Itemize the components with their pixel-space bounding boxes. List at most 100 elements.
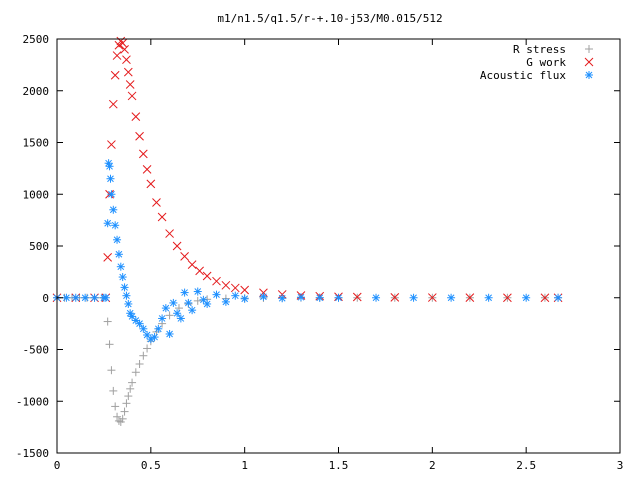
data-point [554, 293, 563, 302]
data-point [131, 112, 141, 121]
chart-title: m1/n1.5/q1.5/r-+.10-j53/M0.015/512 [217, 12, 442, 25]
data-point [124, 299, 133, 308]
data-point [540, 293, 550, 303]
data-point [118, 38, 128, 48]
data-point [120, 407, 129, 416]
data-point [142, 165, 152, 174]
data-point [122, 55, 131, 65]
data-point [334, 293, 343, 302]
data-point [259, 292, 268, 301]
data-point [203, 299, 212, 308]
data-point [114, 250, 123, 259]
data-point [172, 241, 182, 251]
data-point [113, 412, 122, 421]
data-point [230, 283, 240, 293]
y-tick-label: 2000 [23, 85, 50, 98]
data-point [139, 351, 148, 360]
ticks-layer: 0 0.5 1 1.5 2 2.5 3 -1500 -1000 -500 0 500 1000 1500 2… [16, 33, 623, 472]
data-point [116, 262, 125, 271]
y-tick-label: 1500 [23, 137, 50, 150]
data-point [173, 309, 182, 318]
data-point [157, 212, 167, 222]
data-point [109, 205, 118, 214]
data-point [187, 260, 197, 269]
legend-label: R stress [513, 43, 566, 56]
series-layer [52, 36, 563, 426]
data-point [108, 99, 118, 109]
legend-marker [584, 57, 594, 67]
data-point [240, 285, 250, 295]
data-point [113, 235, 122, 244]
x-tick-label: 0.5 [141, 459, 161, 472]
y-tick-label: -1500 [16, 447, 49, 460]
data-point [109, 386, 118, 395]
data-point [240, 294, 249, 303]
data-point [154, 324, 163, 333]
data-point [135, 131, 144, 141]
data-point [353, 293, 362, 302]
data-point [161, 304, 170, 313]
data-point [101, 293, 110, 302]
data-point [122, 291, 131, 300]
data-point [112, 51, 122, 60]
data-point [126, 384, 135, 393]
data-point [193, 287, 202, 296]
data-point [212, 276, 221, 286]
data-point [118, 414, 127, 423]
data-point [212, 290, 221, 299]
y-tick-label: -500 [23, 344, 50, 357]
data-point [127, 91, 137, 101]
data-point [296, 293, 305, 302]
data-point [125, 80, 135, 89]
data-point [123, 67, 133, 77]
data-point [118, 273, 127, 282]
data-point [107, 140, 116, 149]
data-point [135, 319, 144, 328]
data-point [107, 190, 116, 199]
y-tick-label: 1000 [23, 188, 50, 201]
y-tick-label: 2500 [23, 33, 50, 46]
data-point [193, 296, 202, 305]
data-point [111, 221, 120, 230]
legend-marker [585, 71, 593, 79]
data-point [120, 44, 129, 54]
y-tick-label: -1000 [16, 395, 49, 408]
y-tick-label: 0 [42, 292, 49, 305]
data-point [143, 344, 152, 353]
data-point [372, 293, 381, 302]
data-point [150, 333, 159, 342]
data-point [176, 314, 185, 323]
x-tick-label: 1.5 [329, 459, 349, 472]
data-point [103, 317, 112, 326]
x-tick-label: 0 [54, 459, 61, 472]
data-point [131, 368, 140, 377]
data-point [120, 283, 129, 292]
legend-marker [585, 45, 593, 53]
data-point [465, 293, 475, 303]
data-point [135, 359, 144, 368]
data-point [202, 271, 212, 281]
data-point [146, 179, 156, 189]
data-point [124, 392, 133, 401]
data-point [158, 314, 167, 323]
data-point [165, 229, 174, 238]
data-point [114, 416, 123, 425]
data-point [221, 297, 230, 306]
data-point [188, 306, 197, 315]
data-point [169, 298, 178, 307]
data-point [152, 198, 161, 207]
data-point [231, 291, 240, 300]
data-point [128, 378, 137, 387]
data-point [278, 294, 287, 303]
data-point [105, 162, 114, 171]
data-point [427, 293, 437, 302]
legend-label: Acoustic flux [480, 69, 566, 82]
data-point [106, 174, 115, 183]
data-point [165, 311, 174, 320]
data-point [103, 253, 113, 262]
data-point [90, 293, 99, 302]
data-point [522, 293, 531, 302]
series-g-work [52, 36, 563, 303]
